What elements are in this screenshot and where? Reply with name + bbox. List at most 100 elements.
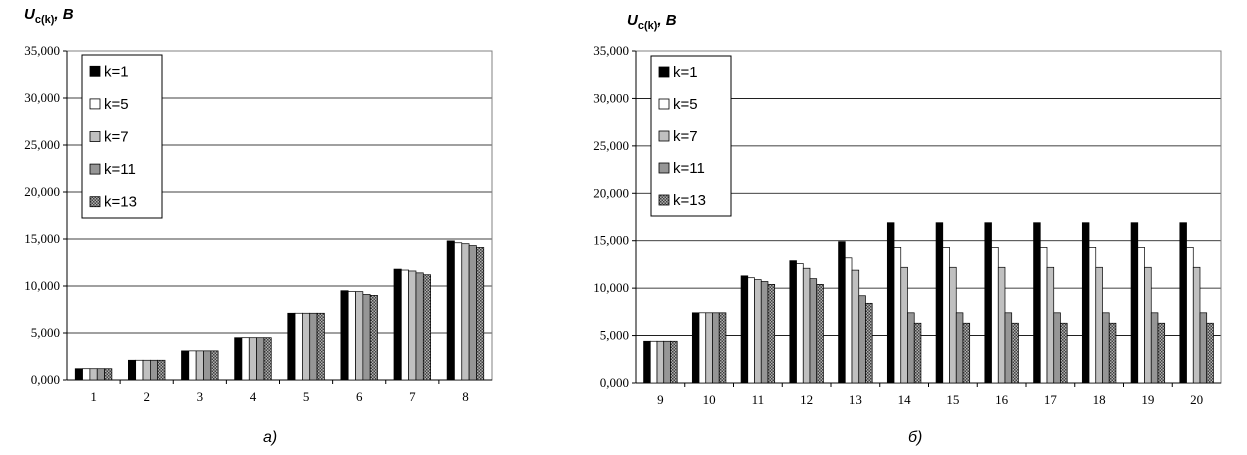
- x-tick-label: 13: [849, 392, 862, 407]
- bar: [241, 337, 250, 381]
- x-tick-label: 8: [462, 389, 469, 404]
- bar: [1144, 266, 1152, 384]
- bar: [802, 267, 811, 384]
- y-tick-label: 20,000: [24, 184, 60, 199]
- y-tick-label: 30,000: [24, 90, 60, 105]
- bar: [907, 312, 915, 384]
- bar: [340, 290, 349, 381]
- legend-swatch: [658, 98, 670, 110]
- bar: [643, 340, 651, 384]
- x-tick-label: 17: [1044, 392, 1058, 407]
- bar: [188, 350, 197, 381]
- y-tick-label: 0,000: [31, 372, 60, 387]
- y-tick-label: 5,000: [600, 328, 629, 343]
- x-tick-label: 3: [197, 389, 204, 404]
- x-tick-label: 4: [250, 389, 257, 404]
- bar: [294, 312, 303, 381]
- bar: [913, 322, 922, 384]
- bar: [1108, 322, 1117, 384]
- legend-swatch: [658, 194, 670, 206]
- bar: [302, 312, 311, 381]
- bar: [747, 277, 755, 384]
- bar: [949, 266, 957, 384]
- legend-swatch: [89, 163, 101, 175]
- legend-swatch: [89, 131, 101, 142]
- bar: [962, 322, 971, 384]
- bar: [422, 274, 431, 381]
- bar: [1088, 247, 1097, 384]
- bar: [82, 368, 91, 381]
- bar: [476, 247, 485, 381]
- bar: [935, 222, 944, 384]
- y-tick-label: 5,000: [31, 325, 60, 340]
- legend-label: k=5: [673, 96, 698, 113]
- bar: [670, 340, 678, 384]
- bar: [816, 283, 824, 384]
- chart-b-y-axis-label: Uc(k), B: [627, 12, 677, 32]
- bar: [400, 269, 409, 381]
- bar: [468, 245, 477, 381]
- bar: [203, 350, 212, 381]
- bar: [104, 368, 113, 381]
- x-tick-label: 9: [657, 392, 664, 407]
- bar: [256, 337, 265, 381]
- bar: [1095, 266, 1103, 384]
- bar: [1192, 266, 1201, 384]
- legend-label: k=11: [673, 160, 705, 177]
- y-tick-label: 20,000: [593, 185, 629, 200]
- bar: [1039, 247, 1048, 384]
- bar: [809, 278, 818, 384]
- bar: [718, 312, 727, 384]
- bar: [393, 268, 402, 381]
- legend-swatch: [658, 66, 670, 78]
- bar: [1011, 322, 1019, 384]
- legend-label: k=7: [673, 128, 698, 145]
- bar: [754, 279, 762, 384]
- bar: [369, 295, 378, 381]
- bar: [942, 247, 950, 384]
- bar: [789, 260, 797, 384]
- bar: [142, 359, 151, 381]
- bar: [1137, 247, 1145, 384]
- bar: [900, 266, 908, 384]
- bar: [1186, 247, 1194, 384]
- bar: [89, 368, 98, 381]
- bar: [1130, 222, 1139, 384]
- bar: [415, 272, 424, 381]
- bar: [181, 350, 190, 381]
- y-tick-label: 15,000: [24, 231, 60, 246]
- y-tick-label: 15,000: [593, 233, 629, 248]
- bar: [955, 312, 964, 384]
- bar: [838, 241, 846, 384]
- y-tick-label: 10,000: [24, 278, 60, 293]
- x-tick-label: 14: [898, 392, 912, 407]
- bar: [1179, 222, 1187, 384]
- legend-swatch: [658, 162, 670, 174]
- bar: [128, 359, 137, 381]
- bar: [844, 257, 853, 384]
- chart-b-caption: б): [908, 429, 923, 446]
- y-tick-label: 35,000: [24, 43, 60, 58]
- bar: [1150, 312, 1159, 384]
- bar: [760, 281, 769, 384]
- legend-label: k=5: [104, 96, 129, 113]
- x-tick-label: 6: [356, 389, 363, 404]
- chart-b: 0,000 5,000 10,000 15,000 20,000 25,000 30,000…: [593, 43, 1222, 407]
- bar: [851, 269, 860, 384]
- bar: [663, 340, 671, 384]
- bar: [865, 302, 873, 384]
- y-tick-label: 25,000: [24, 137, 60, 152]
- bar: [712, 312, 720, 384]
- legend-label: k=13: [104, 194, 137, 211]
- bar: [1046, 266, 1055, 384]
- bar: [1033, 222, 1041, 384]
- bar: [355, 291, 364, 381]
- bar: [135, 359, 144, 381]
- y-tick-label: 35,000: [593, 43, 629, 58]
- bar: [309, 312, 318, 381]
- legend-swatch: [89, 98, 101, 110]
- bar: [408, 270, 417, 381]
- legend-swatch: [658, 130, 670, 142]
